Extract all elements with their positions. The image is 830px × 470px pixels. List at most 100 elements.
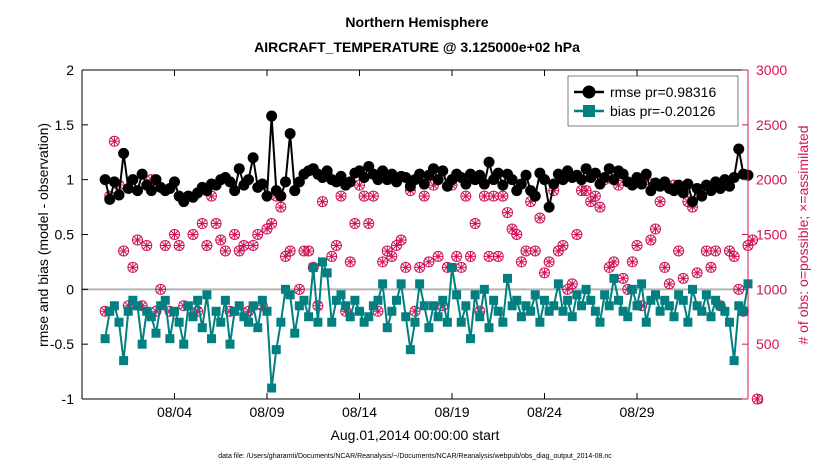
bias-point (614, 295, 623, 305)
bias-point (179, 339, 189, 349)
obs-assimilated-marker (229, 229, 240, 240)
obs-assimilated-marker (655, 196, 666, 207)
obs-assimilated-marker (118, 245, 129, 256)
bias-point (456, 317, 466, 327)
bias-point (359, 317, 369, 327)
obs-assimilated-marker (137, 300, 148, 311)
y-left-tick-label: 1 (66, 172, 74, 188)
x-tick-label: 08/29 (619, 404, 654, 420)
obs-assimilated-marker (266, 218, 277, 229)
bias-point (655, 306, 665, 316)
obs-assimilated-marker (211, 218, 222, 229)
bias-point (521, 301, 531, 311)
obs-assimilated-marker (234, 245, 245, 256)
rmse-series (99, 110, 754, 213)
bias-point (253, 323, 263, 333)
bias-point (100, 334, 110, 344)
legend: rmse pr=0.98316 bias pr=-0.20126 (567, 75, 739, 127)
obs-assimilated-marker (534, 213, 545, 224)
obs-assimilated-marker (400, 262, 411, 273)
bias-point (567, 312, 577, 322)
bias-point (355, 306, 364, 316)
obs-assimilated-marker (363, 218, 374, 229)
obs-assimilated-marker (442, 262, 453, 273)
obs-assimilated-marker (650, 224, 661, 235)
obs-assimilated-marker (752, 394, 763, 404)
bias-point (461, 301, 471, 311)
obs-assimilated-marker (262, 224, 272, 235)
bias-point (563, 295, 573, 305)
obs-assimilated-marker (604, 262, 615, 273)
obs-assimilated-marker (368, 191, 379, 202)
obs-assimilated-marker (373, 306, 383, 317)
bias-point (220, 295, 230, 305)
obs-assimilated-marker (192, 306, 203, 317)
bias-point (415, 279, 425, 289)
bias-series (100, 257, 753, 393)
obs-assimilated-marker (188, 229, 198, 240)
rmse-point (515, 178, 527, 190)
obs-assimilated-marker (160, 240, 171, 251)
bias-point (651, 290, 660, 300)
bias-point (202, 290, 212, 300)
obs-assimilated-marker (433, 251, 444, 262)
obs-assimilated-marker (484, 251, 494, 262)
bias-point (276, 317, 286, 327)
bias-point (424, 323, 434, 333)
obs-assimilated-marker (100, 306, 111, 317)
obs-assimilated-marker (437, 300, 448, 311)
bias-point (174, 317, 184, 327)
legend-bias-label: bias pr=-0.20126 (610, 103, 716, 119)
obs-assimilated-marker (215, 234, 226, 245)
bias-point (119, 356, 129, 366)
rmse-point (557, 174, 569, 186)
bias-point (336, 290, 346, 300)
bias-point (581, 284, 591, 294)
bias-point (137, 339, 147, 349)
y-right-tick-label: 3000 (756, 62, 787, 78)
rmse-point (428, 163, 439, 175)
rmse-point (400, 171, 412, 183)
bias-point (503, 273, 512, 283)
obs-assimilated-marker (553, 245, 564, 256)
obs-assimilated-marker (613, 180, 624, 191)
obs-assimilated-marker (423, 256, 434, 267)
bias-point (498, 317, 508, 327)
y-right-tick-label: 1500 (756, 227, 787, 243)
obs-assimilated-marker (243, 306, 254, 317)
bias-point (688, 284, 697, 294)
rmse-point (603, 163, 615, 175)
bias-point (678, 295, 688, 305)
bias-point (604, 301, 614, 311)
bias-point (623, 312, 633, 322)
obs-assimilated-marker (507, 224, 518, 235)
bias-point (674, 290, 684, 300)
obs-assimilated-marker (692, 267, 703, 278)
bias-point (544, 306, 554, 316)
bias-point (526, 306, 536, 316)
rmse-point (589, 167, 601, 179)
rmse-point (169, 176, 180, 188)
obs-assimilated-marker (414, 262, 425, 273)
rmse-point (576, 174, 587, 186)
bias-point (188, 312, 198, 322)
obs-assimilated-marker (225, 306, 235, 317)
rmse-point (733, 143, 745, 155)
obs-assimilated-marker (470, 218, 481, 229)
bias-point (535, 317, 545, 327)
y-left-tick-label: 1.5 (55, 117, 75, 133)
bias-point (114, 317, 124, 327)
obs-assimilated-marker (354, 180, 365, 191)
obs-assimilated-marker (201, 240, 212, 251)
obs-assimilated-marker (197, 218, 208, 229)
y-right-tick-label: 2500 (756, 117, 787, 133)
bias-point (197, 323, 207, 333)
obs-assimilated-marker (659, 262, 670, 273)
bias-point (290, 328, 300, 338)
y-right-tick-label: 1000 (756, 281, 787, 297)
bias-point (540, 295, 549, 305)
obs-assimilated-marker (174, 240, 185, 251)
bias-point (637, 279, 647, 289)
obs-assimilated-marker (220, 245, 231, 256)
